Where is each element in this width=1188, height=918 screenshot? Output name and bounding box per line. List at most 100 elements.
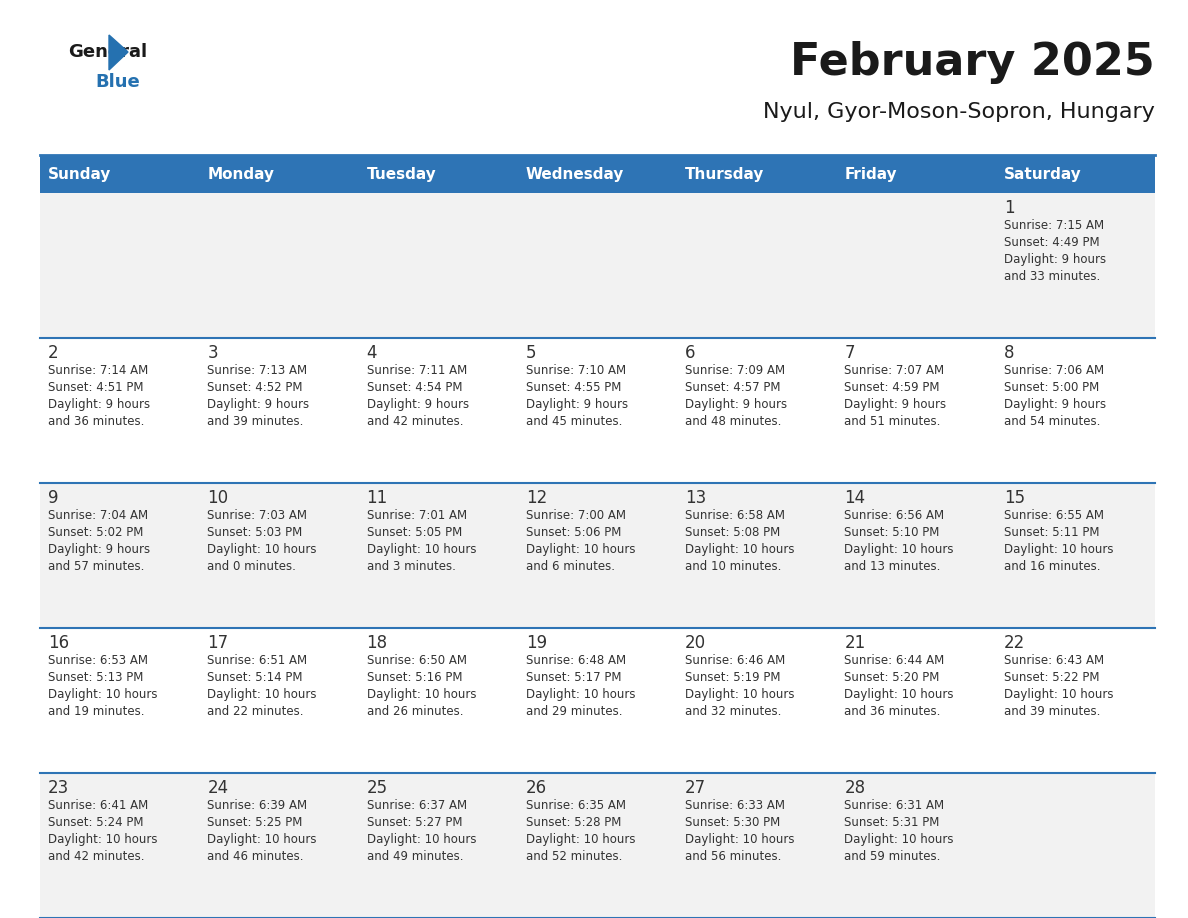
Text: and 13 minutes.: and 13 minutes. bbox=[845, 560, 941, 573]
Text: Daylight: 10 hours: Daylight: 10 hours bbox=[845, 833, 954, 846]
Text: Daylight: 9 hours: Daylight: 9 hours bbox=[1004, 253, 1106, 266]
Text: Sunset: 4:57 PM: Sunset: 4:57 PM bbox=[685, 381, 781, 394]
Text: 19: 19 bbox=[526, 634, 546, 652]
Text: Sunrise: 6:53 AM: Sunrise: 6:53 AM bbox=[48, 654, 148, 667]
Bar bbox=[40, 628, 1155, 773]
Text: Sunset: 5:25 PM: Sunset: 5:25 PM bbox=[207, 816, 303, 829]
Bar bbox=[40, 773, 1155, 918]
Text: 4: 4 bbox=[367, 344, 377, 362]
Text: Sunrise: 6:56 AM: Sunrise: 6:56 AM bbox=[845, 509, 944, 522]
Text: Saturday: Saturday bbox=[1004, 166, 1081, 182]
Text: and 33 minutes.: and 33 minutes. bbox=[1004, 270, 1100, 283]
Text: Sunset: 5:20 PM: Sunset: 5:20 PM bbox=[845, 671, 940, 684]
Text: Daylight: 10 hours: Daylight: 10 hours bbox=[207, 543, 317, 556]
Text: and 52 minutes.: and 52 minutes. bbox=[526, 850, 623, 863]
Text: Sunset: 5:19 PM: Sunset: 5:19 PM bbox=[685, 671, 781, 684]
Text: Sunrise: 6:35 AM: Sunrise: 6:35 AM bbox=[526, 799, 626, 812]
Text: 16: 16 bbox=[48, 634, 69, 652]
Text: and 26 minutes.: and 26 minutes. bbox=[367, 705, 463, 718]
Text: Daylight: 10 hours: Daylight: 10 hours bbox=[48, 688, 158, 701]
Bar bbox=[40, 193, 1155, 338]
Text: February 2025: February 2025 bbox=[790, 40, 1155, 84]
Text: Sunday: Sunday bbox=[48, 166, 112, 182]
Text: Sunrise: 6:48 AM: Sunrise: 6:48 AM bbox=[526, 654, 626, 667]
Text: Sunset: 5:16 PM: Sunset: 5:16 PM bbox=[367, 671, 462, 684]
Text: Daylight: 10 hours: Daylight: 10 hours bbox=[685, 833, 795, 846]
Text: Daylight: 9 hours: Daylight: 9 hours bbox=[48, 398, 150, 411]
Text: and 22 minutes.: and 22 minutes. bbox=[207, 705, 304, 718]
Text: Daylight: 10 hours: Daylight: 10 hours bbox=[1004, 543, 1113, 556]
Text: Daylight: 10 hours: Daylight: 10 hours bbox=[685, 688, 795, 701]
Text: 10: 10 bbox=[207, 489, 228, 507]
Text: 17: 17 bbox=[207, 634, 228, 652]
Text: 24: 24 bbox=[207, 779, 228, 797]
Text: Sunset: 5:14 PM: Sunset: 5:14 PM bbox=[207, 671, 303, 684]
Text: Tuesday: Tuesday bbox=[367, 166, 436, 182]
Text: Daylight: 10 hours: Daylight: 10 hours bbox=[526, 543, 636, 556]
Text: and 57 minutes.: and 57 minutes. bbox=[48, 560, 145, 573]
Text: Daylight: 10 hours: Daylight: 10 hours bbox=[207, 833, 317, 846]
Text: Sunset: 5:28 PM: Sunset: 5:28 PM bbox=[526, 816, 621, 829]
Text: 2: 2 bbox=[48, 344, 58, 362]
Text: 28: 28 bbox=[845, 779, 866, 797]
Text: and 42 minutes.: and 42 minutes. bbox=[367, 415, 463, 428]
Text: and 51 minutes.: and 51 minutes. bbox=[845, 415, 941, 428]
Text: Sunrise: 6:50 AM: Sunrise: 6:50 AM bbox=[367, 654, 467, 667]
Text: and 6 minutes.: and 6 minutes. bbox=[526, 560, 615, 573]
Text: Sunrise: 7:01 AM: Sunrise: 7:01 AM bbox=[367, 509, 467, 522]
Text: Sunrise: 7:07 AM: Sunrise: 7:07 AM bbox=[845, 364, 944, 377]
Text: Sunset: 5:02 PM: Sunset: 5:02 PM bbox=[48, 526, 144, 539]
Text: 5: 5 bbox=[526, 344, 536, 362]
Text: Sunset: 5:03 PM: Sunset: 5:03 PM bbox=[207, 526, 303, 539]
Text: Daylight: 9 hours: Daylight: 9 hours bbox=[367, 398, 469, 411]
Text: Sunset: 5:17 PM: Sunset: 5:17 PM bbox=[526, 671, 621, 684]
Text: Daylight: 10 hours: Daylight: 10 hours bbox=[526, 833, 636, 846]
Text: Sunset: 5:10 PM: Sunset: 5:10 PM bbox=[845, 526, 940, 539]
Text: Sunset: 5:06 PM: Sunset: 5:06 PM bbox=[526, 526, 621, 539]
Text: and 32 minutes.: and 32 minutes. bbox=[685, 705, 782, 718]
Text: Sunrise: 6:55 AM: Sunrise: 6:55 AM bbox=[1004, 509, 1104, 522]
Text: Sunrise: 7:11 AM: Sunrise: 7:11 AM bbox=[367, 364, 467, 377]
Text: Sunset: 5:31 PM: Sunset: 5:31 PM bbox=[845, 816, 940, 829]
Text: Sunset: 5:27 PM: Sunset: 5:27 PM bbox=[367, 816, 462, 829]
Text: Sunrise: 6:39 AM: Sunrise: 6:39 AM bbox=[207, 799, 308, 812]
Text: and 46 minutes.: and 46 minutes. bbox=[207, 850, 304, 863]
Polygon shape bbox=[109, 35, 128, 70]
Text: Daylight: 10 hours: Daylight: 10 hours bbox=[207, 688, 317, 701]
Text: 15: 15 bbox=[1004, 489, 1025, 507]
Text: General: General bbox=[68, 43, 147, 61]
Text: Sunset: 5:24 PM: Sunset: 5:24 PM bbox=[48, 816, 144, 829]
Text: Daylight: 10 hours: Daylight: 10 hours bbox=[1004, 688, 1113, 701]
Text: Sunrise: 7:03 AM: Sunrise: 7:03 AM bbox=[207, 509, 308, 522]
Text: Sunset: 5:08 PM: Sunset: 5:08 PM bbox=[685, 526, 781, 539]
Text: Sunrise: 7:15 AM: Sunrise: 7:15 AM bbox=[1004, 219, 1104, 232]
Text: 27: 27 bbox=[685, 779, 707, 797]
Text: 22: 22 bbox=[1004, 634, 1025, 652]
Text: Daylight: 10 hours: Daylight: 10 hours bbox=[526, 688, 636, 701]
Text: Wednesday: Wednesday bbox=[526, 166, 624, 182]
Text: Sunset: 4:52 PM: Sunset: 4:52 PM bbox=[207, 381, 303, 394]
Text: 3: 3 bbox=[207, 344, 217, 362]
Text: Daylight: 9 hours: Daylight: 9 hours bbox=[1004, 398, 1106, 411]
Text: Sunrise: 6:51 AM: Sunrise: 6:51 AM bbox=[207, 654, 308, 667]
Text: and 36 minutes.: and 36 minutes. bbox=[845, 705, 941, 718]
Text: 14: 14 bbox=[845, 489, 866, 507]
Text: Sunrise: 6:33 AM: Sunrise: 6:33 AM bbox=[685, 799, 785, 812]
Text: Blue: Blue bbox=[95, 73, 140, 91]
Bar bbox=[40, 155, 1155, 193]
Text: 6: 6 bbox=[685, 344, 696, 362]
Text: Monday: Monday bbox=[207, 166, 274, 182]
Text: and 36 minutes.: and 36 minutes. bbox=[48, 415, 145, 428]
Text: Daylight: 10 hours: Daylight: 10 hours bbox=[845, 688, 954, 701]
Text: and 3 minutes.: and 3 minutes. bbox=[367, 560, 455, 573]
Text: 1: 1 bbox=[1004, 199, 1015, 217]
Text: Sunrise: 6:46 AM: Sunrise: 6:46 AM bbox=[685, 654, 785, 667]
Text: Sunset: 4:51 PM: Sunset: 4:51 PM bbox=[48, 381, 144, 394]
Text: Daylight: 9 hours: Daylight: 9 hours bbox=[526, 398, 628, 411]
Text: Sunset: 4:55 PM: Sunset: 4:55 PM bbox=[526, 381, 621, 394]
Text: 20: 20 bbox=[685, 634, 707, 652]
Text: Sunset: 4:54 PM: Sunset: 4:54 PM bbox=[367, 381, 462, 394]
Text: and 42 minutes.: and 42 minutes. bbox=[48, 850, 145, 863]
Text: 13: 13 bbox=[685, 489, 707, 507]
Text: Daylight: 10 hours: Daylight: 10 hours bbox=[845, 543, 954, 556]
